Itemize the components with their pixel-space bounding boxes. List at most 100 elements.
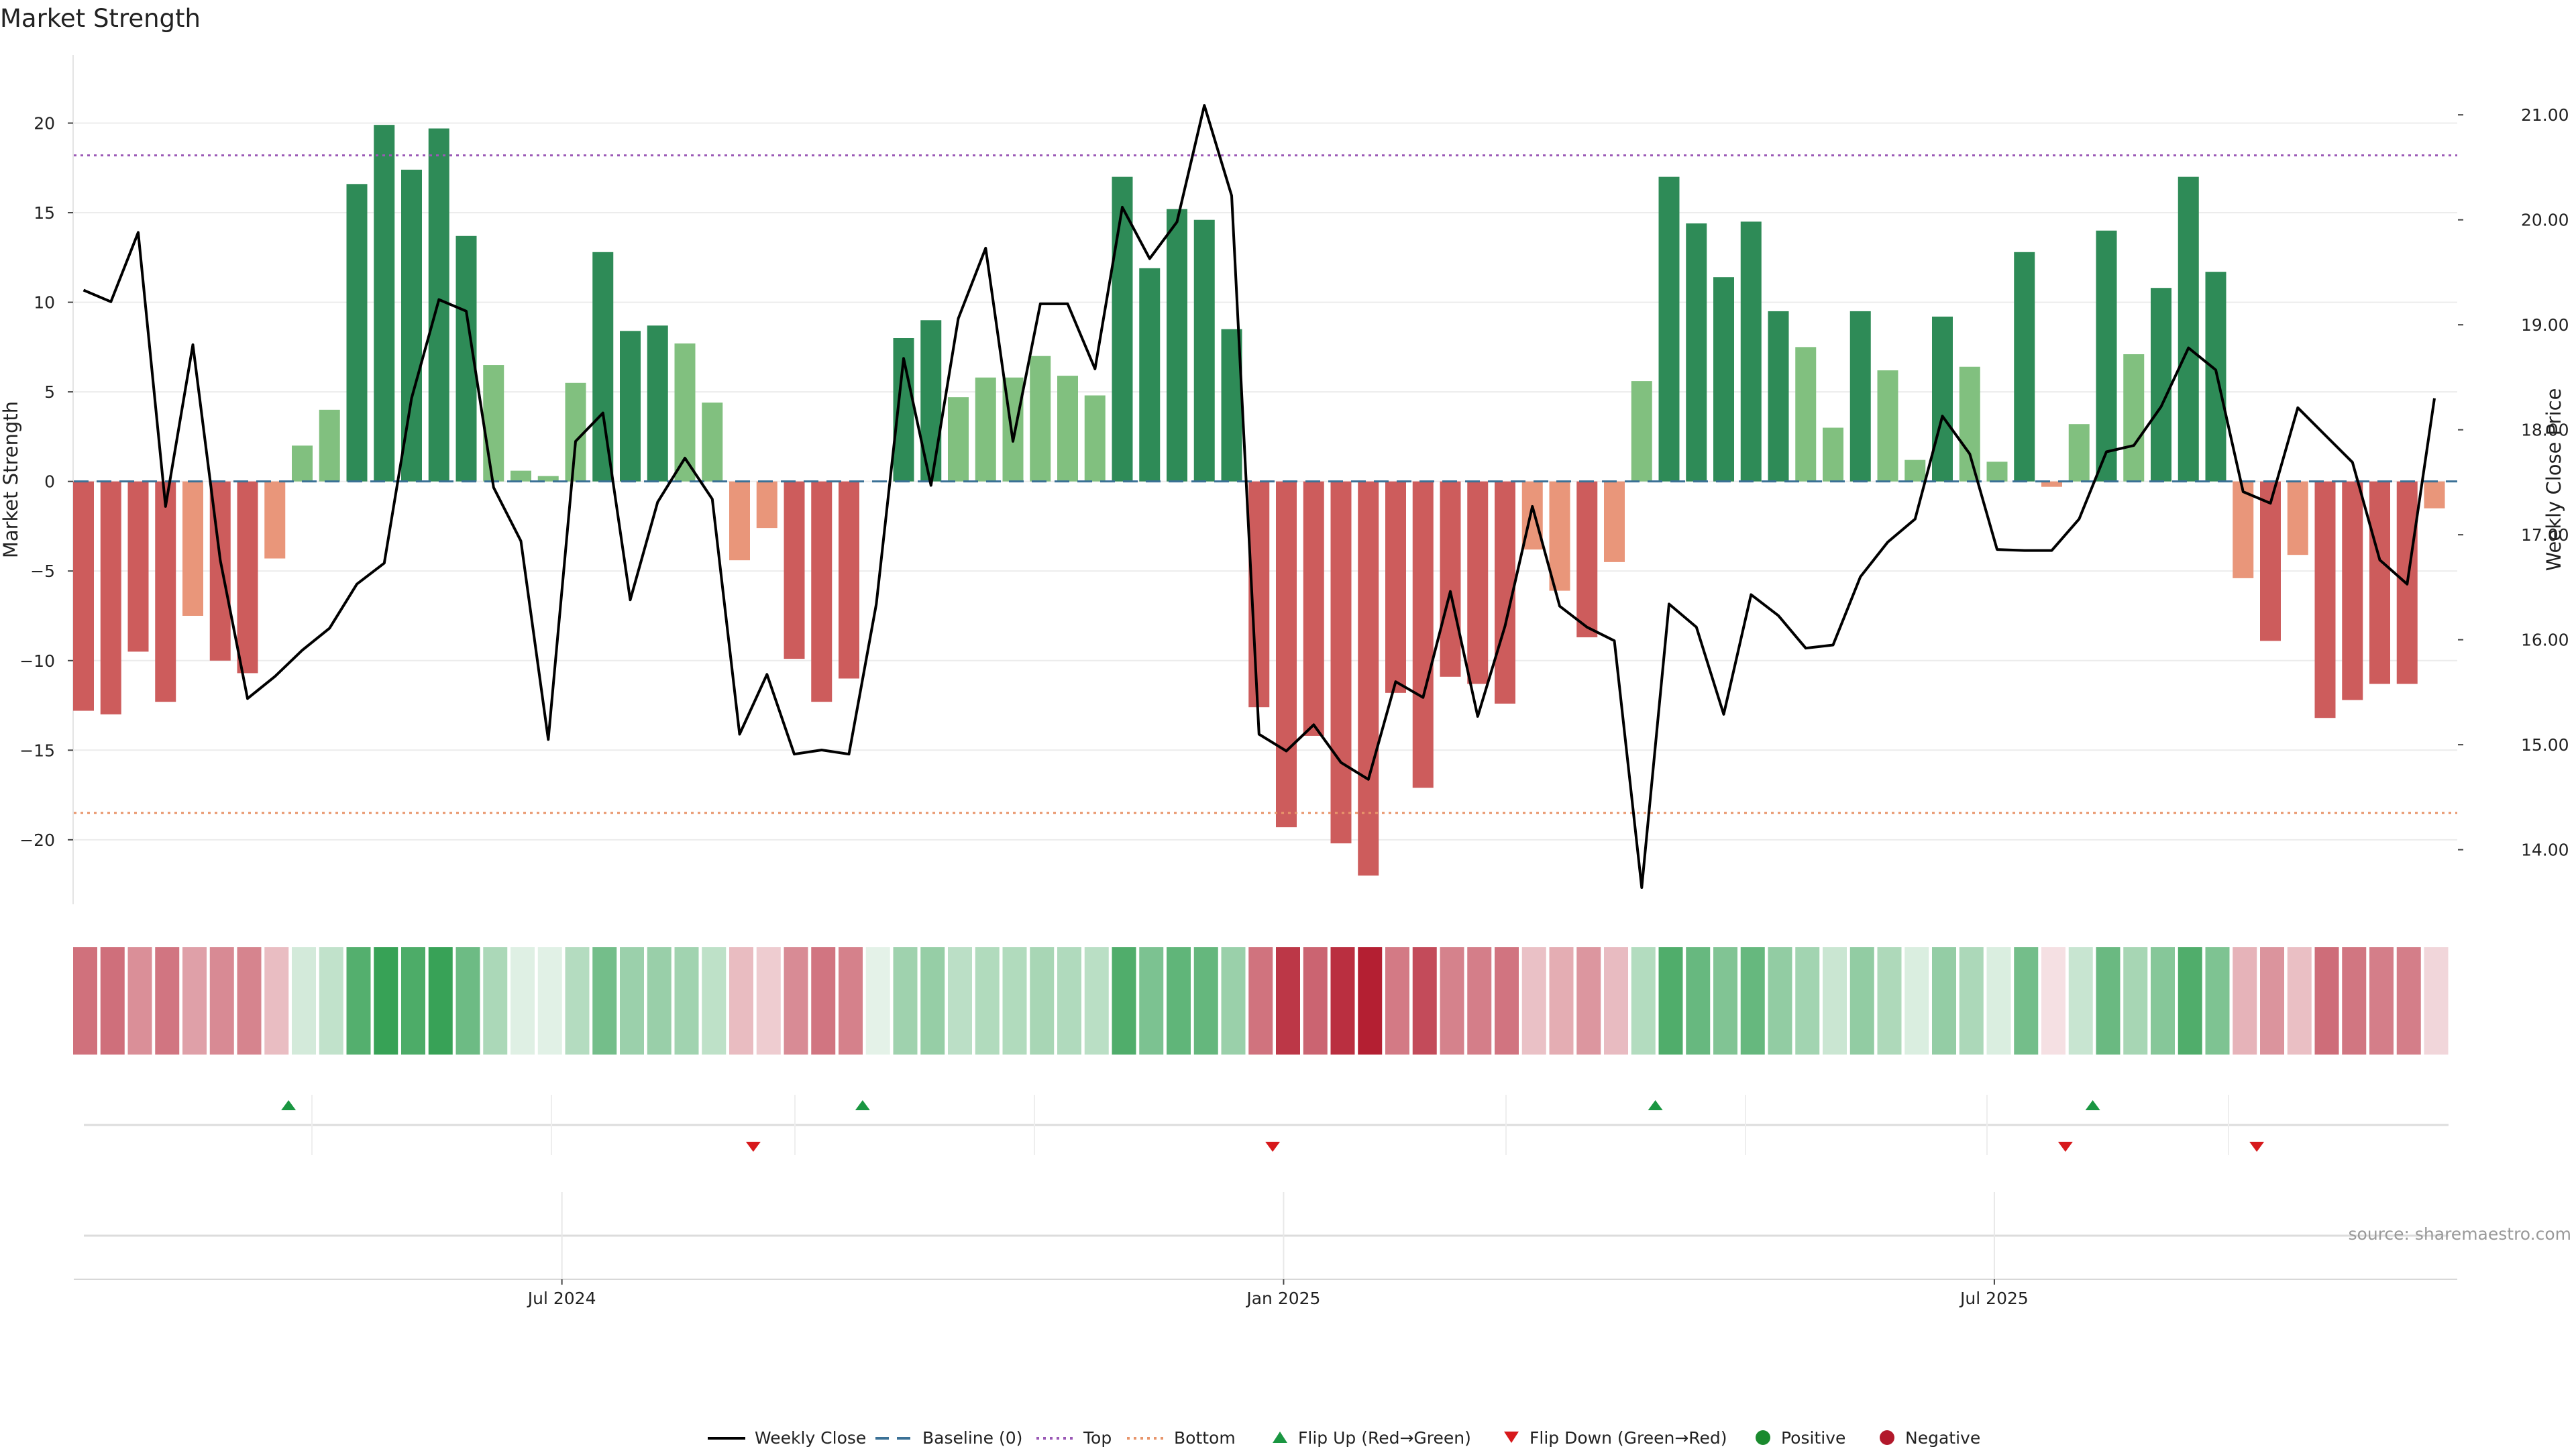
- heat-cell: [729, 947, 753, 1055]
- heat-cell: [182, 947, 207, 1055]
- strength-bar: [674, 343, 696, 482]
- heat-cell: [1248, 947, 1273, 1055]
- strength-bar: [975, 377, 996, 482]
- heat-cell: [1795, 947, 1820, 1055]
- weekly-close-line: [83, 104, 2436, 889]
- heat-cell: [784, 947, 808, 1055]
- strength-heat-strip: [73, 947, 2449, 1055]
- heat-cell: [1440, 947, 1464, 1055]
- heat-cell: [100, 947, 125, 1055]
- heat-cell: [428, 947, 453, 1055]
- heat-cell: [756, 947, 781, 1055]
- legend-label: Negative: [1905, 1428, 1980, 1448]
- heat-cell: [920, 947, 945, 1055]
- strength-bar: [511, 470, 531, 482]
- y-tick-label: 20: [34, 113, 55, 133]
- flip-markers-panel: [74, 1095, 2457, 1280]
- strength-bar: [2068, 424, 2090, 482]
- heat-cell: [948, 947, 972, 1055]
- heat-cell: [209, 947, 234, 1055]
- heat-cell: [647, 947, 672, 1055]
- heat-cell: [2369, 947, 2394, 1055]
- strength-bar: [1959, 366, 1980, 482]
- y2-tick-label: 20.00: [2521, 211, 2569, 230]
- strength-bar: [1112, 176, 1133, 482]
- flip-down-marker: [1265, 1142, 1281, 1152]
- strength-bar: [1686, 223, 1707, 482]
- y2-axis-label: Weekly Close Price: [2542, 388, 2565, 572]
- heat-cell: [975, 947, 1000, 1055]
- strength-bar: [1467, 481, 1489, 684]
- heat-cell: [2178, 947, 2202, 1055]
- strength-bar: [1631, 381, 1652, 482]
- strength-bar: [1658, 176, 1680, 482]
- heat-cell: [1904, 947, 1929, 1055]
- flip-down-marker: [2249, 1142, 2265, 1152]
- strength-bar: [100, 481, 121, 714]
- reference-lines: [74, 154, 2457, 814]
- strength-bar: [127, 481, 149, 652]
- flip-up-marker: [281, 1100, 297, 1110]
- x-tick-label: Jul 2025: [1959, 1289, 2029, 1308]
- strength-bar: [1768, 311, 1789, 482]
- heat-cell: [2096, 947, 2121, 1055]
- heat-cell: [2260, 947, 2284, 1055]
- y-axis-ticks: 20 15 10 5 0 −5 −10 −15 −20: [19, 113, 73, 850]
- x-axis-ticks: Jul 2024 Jan 2025 Jul 2025: [527, 1192, 2029, 1308]
- y2-tick-label: 16.00: [2521, 631, 2569, 650]
- heat-cell: [2424, 947, 2449, 1055]
- strength-bar: [620, 331, 641, 482]
- strength-bar: [237, 481, 258, 674]
- y-tick-label: 15: [34, 203, 55, 223]
- heat-cell: [537, 947, 562, 1055]
- strength-bar: [702, 402, 723, 482]
- strength-bar: [2151, 288, 2171, 482]
- heat-cell: [483, 947, 508, 1055]
- strength-bar: [1740, 221, 1762, 482]
- flip-down-marker: [2057, 1142, 2073, 1152]
- heat-cell: [1604, 947, 1628, 1055]
- heat-cell: [1084, 947, 1109, 1055]
- y2-tick-label: 21.00: [2521, 105, 2569, 125]
- strength-bar: [1276, 481, 1297, 828]
- strength-bar: [2369, 481, 2390, 684]
- strength-bar: [1330, 481, 1352, 844]
- strength-bar: [1139, 268, 1161, 482]
- strength-bar: [346, 184, 368, 482]
- strength-bar: [264, 481, 286, 559]
- flip-down-marker: [745, 1142, 761, 1152]
- heat-cell: [1959, 947, 1984, 1055]
- legend: Weekly Close Baseline (0) Top Bottom Flip Up…: [708, 1428, 1980, 1448]
- legend-label: Positive: [1781, 1428, 1845, 1448]
- strength-bar: [1167, 209, 1187, 482]
- strength-bar: [374, 125, 395, 482]
- strength-bar: [2233, 481, 2254, 578]
- heat-cell: [1139, 947, 1164, 1055]
- strength-bar: [1057, 376, 1078, 482]
- strength-bar: [1849, 311, 1871, 482]
- flip-up-marker: [855, 1100, 870, 1110]
- strength-bar: [182, 481, 203, 616]
- strength-bar: [319, 409, 340, 482]
- heat-cell: [1495, 947, 1519, 1055]
- y-tick-label: 5: [44, 382, 55, 402]
- strength-bar: [428, 128, 449, 482]
- y2-tick-label: 18.00: [2521, 421, 2569, 440]
- heat-cell: [127, 947, 152, 1055]
- heat-cell: [865, 947, 890, 1055]
- strength-bar: [1440, 481, 1461, 677]
- heat-cell: [2014, 947, 2039, 1055]
- heat-cell: [73, 947, 97, 1055]
- heat-cell: [346, 947, 371, 1055]
- y-tick-label: −10: [19, 651, 55, 671]
- strength-bar: [1713, 277, 1734, 482]
- legend-dot-icon: [1880, 1430, 1894, 1445]
- y2-tick-label: 14.00: [2521, 841, 2569, 860]
- strength-bar: [1385, 481, 1406, 693]
- strength-bar: [948, 397, 969, 482]
- strength-bar: [1986, 462, 2008, 482]
- strength-bar: [756, 481, 777, 529]
- heat-cell: [1385, 947, 1409, 1055]
- heat-cell: [702, 947, 727, 1055]
- y-tick-label: 10: [34, 293, 55, 313]
